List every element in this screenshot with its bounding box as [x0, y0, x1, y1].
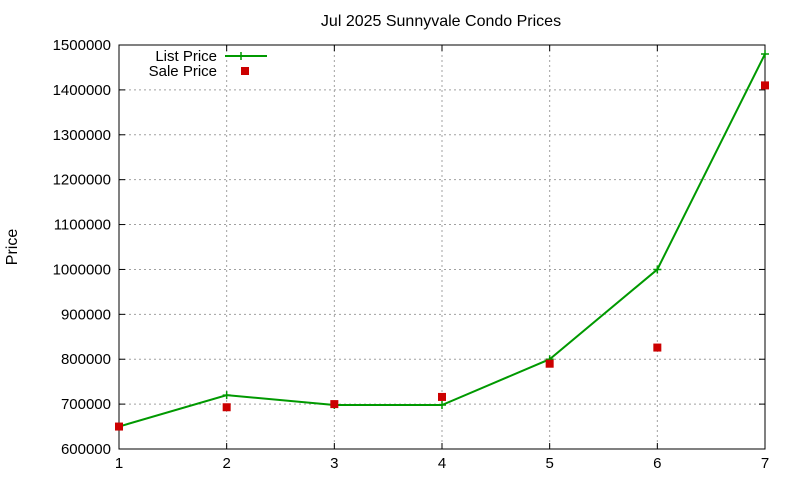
y-tick-label: 1500000 — [53, 37, 111, 54]
sale-price-point — [545, 359, 554, 368]
chart-title: Jul 2025 Sunnyvale Condo Prices — [321, 13, 561, 30]
sale-price-point — [761, 81, 769, 90]
y-tick-label: 1300000 — [53, 127, 111, 144]
sale-price-point — [115, 422, 123, 431]
series-layer — [115, 49, 769, 431]
x-tick-label: 4 — [438, 455, 446, 472]
legend: List Price Sale Price — [149, 48, 267, 80]
legend-label-list-price: List Price — [155, 48, 217, 65]
y-tick-label: 800000 — [61, 351, 111, 368]
list-price-point — [222, 391, 231, 400]
legend-marker-list-price — [237, 52, 245, 60]
ticks: 6000007000008000009000001000000110000012… — [53, 37, 770, 472]
x-tick-label: 2 — [222, 455, 230, 472]
legend-label-sale-price: Sale Price — [149, 63, 217, 80]
sale-price-point — [438, 392, 446, 401]
x-tick-label: 1 — [115, 455, 123, 472]
sale-price-point — [653, 343, 662, 352]
y-tick-label: 900000 — [61, 306, 111, 323]
list-price-point — [761, 49, 769, 58]
sale-price-point — [330, 400, 339, 409]
y-tick-label: 1200000 — [53, 172, 111, 189]
list-price-point — [653, 265, 662, 274]
x-tick-label: 6 — [653, 455, 661, 472]
grid — [119, 45, 765, 449]
y-axis-label: Price — [4, 229, 21, 266]
legend-marker-sale-price — [241, 67, 249, 75]
y-tick-label: 600000 — [61, 441, 111, 458]
x-tick-label: 7 — [761, 455, 769, 472]
y-tick-label: 700000 — [61, 396, 111, 413]
x-tick-label: 5 — [545, 455, 553, 472]
y-tick-label: 1400000 — [53, 82, 111, 99]
x-tick-label: 3 — [330, 455, 338, 472]
y-tick-label: 1100000 — [54, 217, 111, 234]
y-tick-label: 1000000 — [53, 261, 111, 278]
sale-price-point — [222, 403, 231, 412]
list-price-point — [438, 401, 446, 410]
